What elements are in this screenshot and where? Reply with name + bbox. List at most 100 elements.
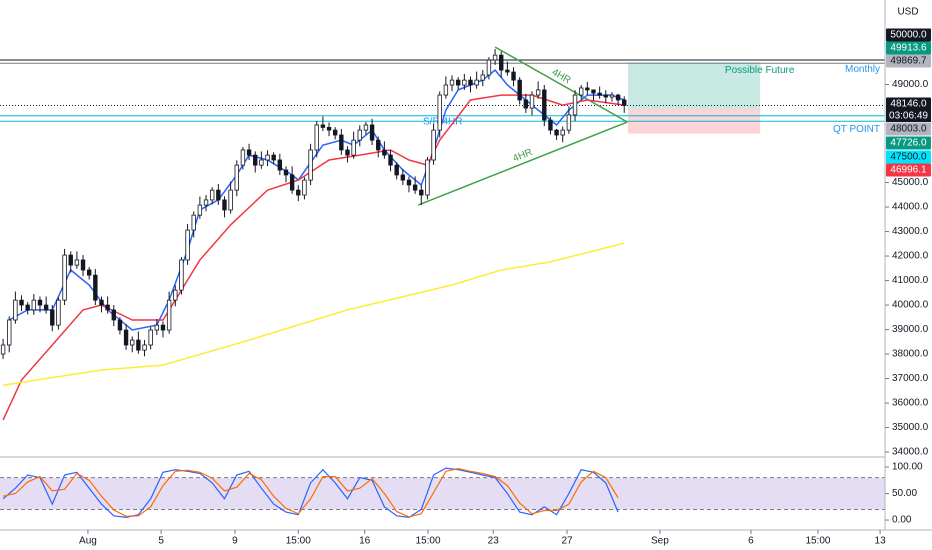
y-tick-label: 38000.0: [892, 349, 929, 360]
price-tag-label: 47500.0: [890, 152, 927, 163]
candle-body: [486, 59, 492, 76]
candle-body: [572, 94, 578, 116]
y-tick-label: 35000.0: [892, 422, 929, 433]
stoch-tick-label: 50.00: [892, 488, 917, 499]
candle-body: [615, 94, 621, 101]
candle-body: [130, 339, 135, 346]
candle-body: [13, 299, 18, 321]
candle-body: [240, 149, 246, 166]
price-tag: [886, 122, 931, 136]
candle-body: [228, 189, 233, 211]
candle-body: [320, 124, 326, 128]
candle-body: [265, 154, 270, 161]
y-tick-label: 49000.0: [892, 79, 929, 90]
price-axis: [885, 0, 932, 550]
candle-body: [443, 84, 449, 96]
x-tick-label: 6: [748, 536, 754, 547]
candle-body: [523, 99, 529, 109]
candle-body: [253, 154, 258, 166]
candle-body: [246, 149, 252, 156]
candle-body: [455, 79, 461, 86]
candle-body: [173, 289, 178, 301]
x-tick-label: 9: [232, 536, 238, 547]
candle-body: [105, 304, 110, 311]
y-tick-label: 36000.0: [892, 398, 929, 409]
stoch-tick-label: 0.00: [892, 515, 912, 526]
candle-body: [425, 159, 430, 196]
position-label: Possible Future: [725, 65, 795, 76]
price-tag-label: 49913.6: [890, 43, 927, 54]
candle-body: [7, 319, 12, 346]
price-tag-label: 50000.0: [890, 30, 927, 41]
y-tick-label: 39000.0: [892, 324, 929, 335]
candle-body: [43, 304, 49, 311]
candle-body: [492, 54, 498, 61]
candle-body: [111, 309, 116, 321]
candle-body: [412, 184, 418, 191]
candle-body: [166, 299, 172, 331]
x-tick-label: Aug: [79, 536, 97, 547]
y-tick-label: 44000.0: [892, 202, 929, 213]
candle-body: [560, 129, 565, 136]
moving-average: [2, 242, 625, 386]
candle-body: [123, 329, 129, 346]
candle-body: [68, 254, 73, 266]
candle-body: [234, 164, 239, 191]
candle-body: [529, 94, 535, 109]
candle-body: [332, 129, 338, 136]
countdown: 03:06:49: [889, 111, 928, 122]
y-tick-label: 37000.0: [892, 373, 929, 384]
y-tick-label: 42000.0: [892, 251, 929, 262]
price-tag: [886, 41, 931, 55]
candle-body: [191, 214, 196, 231]
candle-body: [345, 149, 350, 156]
candle-body: [222, 199, 227, 211]
candle-body: [296, 189, 301, 196]
candle-body: [136, 339, 141, 351]
candle-body: [185, 229, 190, 261]
y-tick-label: 43000.0: [892, 226, 929, 237]
candle-body: [80, 259, 86, 271]
candle-body: [462, 79, 467, 86]
candle-body: [99, 299, 104, 306]
candle-body: [406, 179, 412, 186]
candle-body: [499, 54, 504, 71]
candle-body: [394, 164, 399, 176]
candle-body: [271, 154, 276, 161]
price-tag-label: 48003.0: [890, 124, 927, 135]
trendline: [417, 121, 628, 206]
candle-body: [388, 154, 393, 166]
candle-body: [154, 324, 160, 331]
target-zone: [627, 62, 761, 109]
candle-body: [578, 87, 584, 96]
candle-body: [437, 94, 442, 131]
candle-body: [31, 299, 37, 311]
stoch-line: [2, 467, 619, 518]
candle-body: [511, 71, 516, 81]
candle-body: [431, 129, 436, 161]
candle-body: [283, 169, 289, 176]
candle-body: [326, 127, 332, 131]
candle-body: [117, 319, 123, 331]
candle-body: [597, 92, 602, 96]
x-tick-label: 13: [875, 536, 887, 547]
y-tick-label: 41000.0: [892, 275, 929, 286]
candle-body: [197, 204, 203, 216]
candle-body: [302, 179, 307, 196]
candle-body: [603, 94, 608, 98]
candle-body: [148, 329, 153, 346]
candle-body: [179, 259, 184, 291]
candle-body: [289, 174, 295, 191]
candle-body: [474, 79, 479, 86]
candle-body: [203, 199, 209, 206]
stoch-line: [2, 467, 619, 519]
y-tick-label: 45000.0: [892, 177, 929, 188]
x-tick-label: 27: [561, 536, 573, 547]
x-tick-label: 16: [359, 536, 371, 547]
candle-body: [542, 89, 547, 121]
candle-body: [566, 114, 572, 131]
candle-body: [517, 79, 522, 101]
candle-body: [259, 159, 264, 166]
